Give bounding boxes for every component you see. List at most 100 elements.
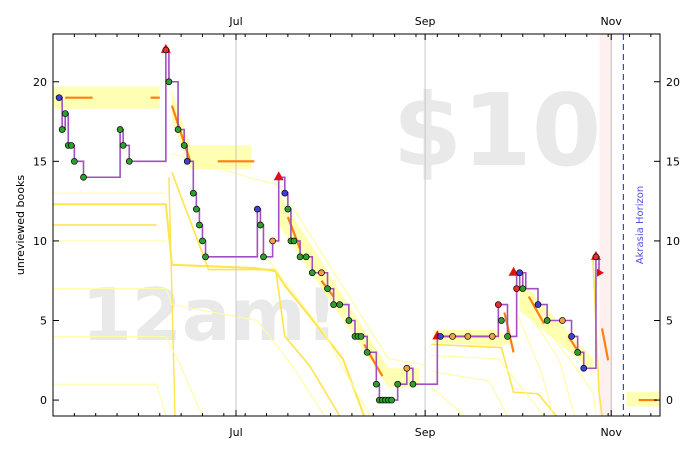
guide-line: [53, 335, 203, 417]
datapoint: [162, 46, 170, 54]
guide-line: [592, 256, 603, 417]
datapoint: [498, 317, 505, 324]
datapoint: [409, 380, 417, 388]
datapoint: [55, 94, 63, 102]
datapoint: [180, 142, 188, 149]
datapoint: [568, 333, 575, 340]
datapoint: [559, 317, 566, 324]
guide-line: [53, 288, 325, 417]
pledge-watermark: $10: [393, 72, 602, 189]
datapoint: [580, 364, 588, 372]
triangle-marker: [508, 266, 519, 276]
datapoint: [125, 157, 133, 165]
y-tick-label-left: 20: [33, 76, 47, 89]
datapoint: [543, 317, 551, 324]
datapoint: [534, 301, 542, 308]
road-band: [171, 89, 252, 170]
ticks-layer: 0 0 5 5 10 10 15 15 20 20 Jul Jul Sep Sep Nov Nov: [33, 15, 680, 439]
x-tick-label-bottom: Nov: [600, 426, 622, 439]
datapoint: [254, 205, 261, 213]
road-band: [53, 86, 160, 109]
datapoint: [464, 333, 472, 340]
road-segment: [600, 328, 610, 361]
y-tick-label-left: 10: [33, 235, 47, 248]
datapoint: [372, 380, 380, 388]
datapoint: [269, 237, 276, 245]
y-tick-label-right: 15: [666, 155, 680, 168]
x-tick-label-top: Sep: [415, 15, 436, 28]
y-tick-label-right: 5: [666, 315, 673, 328]
datapoint: [324, 285, 331, 293]
plot-frame: [52, 33, 661, 417]
datapoint: [437, 333, 444, 340]
guide-line: [168, 177, 176, 417]
datapoint: [516, 269, 524, 277]
x-tick-label-top: Jul: [228, 15, 242, 28]
datapoint: [336, 301, 344, 308]
datapoint: [403, 364, 411, 372]
akrasia-horizon-label: Akrasia Horizon: [635, 186, 646, 264]
guide-line: [171, 172, 341, 417]
datapoints-layer: [55, 43, 604, 404]
datapoint: [494, 301, 502, 308]
datapoint: [196, 221, 203, 229]
guide-lines-layer: [53, 152, 603, 417]
y-axis-label: unreviewed books: [14, 175, 27, 275]
datapoint: [308, 269, 316, 277]
guide-line: [263, 253, 371, 417]
y-tick-label-left: 0: [40, 394, 47, 407]
datapoint: [281, 189, 289, 197]
datapoint: [488, 333, 496, 340]
x-tick-label-bottom: Sep: [415, 426, 436, 439]
y-tick-label-right: 10: [666, 235, 680, 248]
guide-line: [516, 312, 554, 417]
guide-line: [431, 370, 508, 417]
datapoint: [330, 301, 337, 308]
datapoint: [61, 110, 69, 117]
datapoint: [449, 333, 456, 340]
axes-frame-layer: [52, 33, 661, 417]
triangle-marker: [273, 171, 284, 181]
guide-line: [519, 297, 576, 417]
datapoint: [189, 189, 197, 197]
guide-line: [53, 383, 167, 417]
datapoint: [199, 237, 206, 245]
road-segment: [503, 312, 515, 353]
x-tick-label-bottom: Jul: [228, 426, 242, 439]
guide-line: [431, 343, 557, 417]
datapoint: [119, 142, 127, 149]
datapoint: [363, 348, 371, 356]
datapoint: [345, 317, 353, 324]
datapoint: [260, 253, 267, 261]
datapoint: [394, 380, 402, 388]
datapoint: [357, 333, 365, 340]
datapoint: [116, 126, 124, 133]
today-shade: [599, 34, 612, 416]
datapoint: [504, 333, 511, 340]
datapoint: [67, 142, 75, 149]
road-segment: [527, 296, 546, 325]
datapoint: [592, 253, 600, 261]
datapoint: [574, 348, 581, 356]
triangle-marker: [596, 268, 604, 277]
datapoint: [284, 205, 292, 213]
datapoint: [296, 253, 304, 261]
y-tick-label-left: 5: [40, 315, 47, 328]
datapoint: [302, 253, 310, 261]
datapoint: [174, 126, 182, 133]
guide-line: [430, 386, 466, 417]
datapoint: [165, 78, 173, 86]
grid-layer: [235, 34, 624, 416]
datapoint: [80, 173, 87, 181]
road-segment: [286, 216, 302, 250]
y-tick-label-left: 15: [33, 155, 47, 168]
deadline-watermark: 12am!: [82, 273, 339, 357]
y-tick-label-right: 0: [666, 394, 673, 407]
datapoint: [183, 157, 191, 165]
datapoint: [290, 237, 298, 245]
datapoint: [71, 157, 78, 165]
datapoint: [58, 126, 66, 133]
road-band: [434, 330, 514, 346]
datapoint: [193, 205, 200, 213]
